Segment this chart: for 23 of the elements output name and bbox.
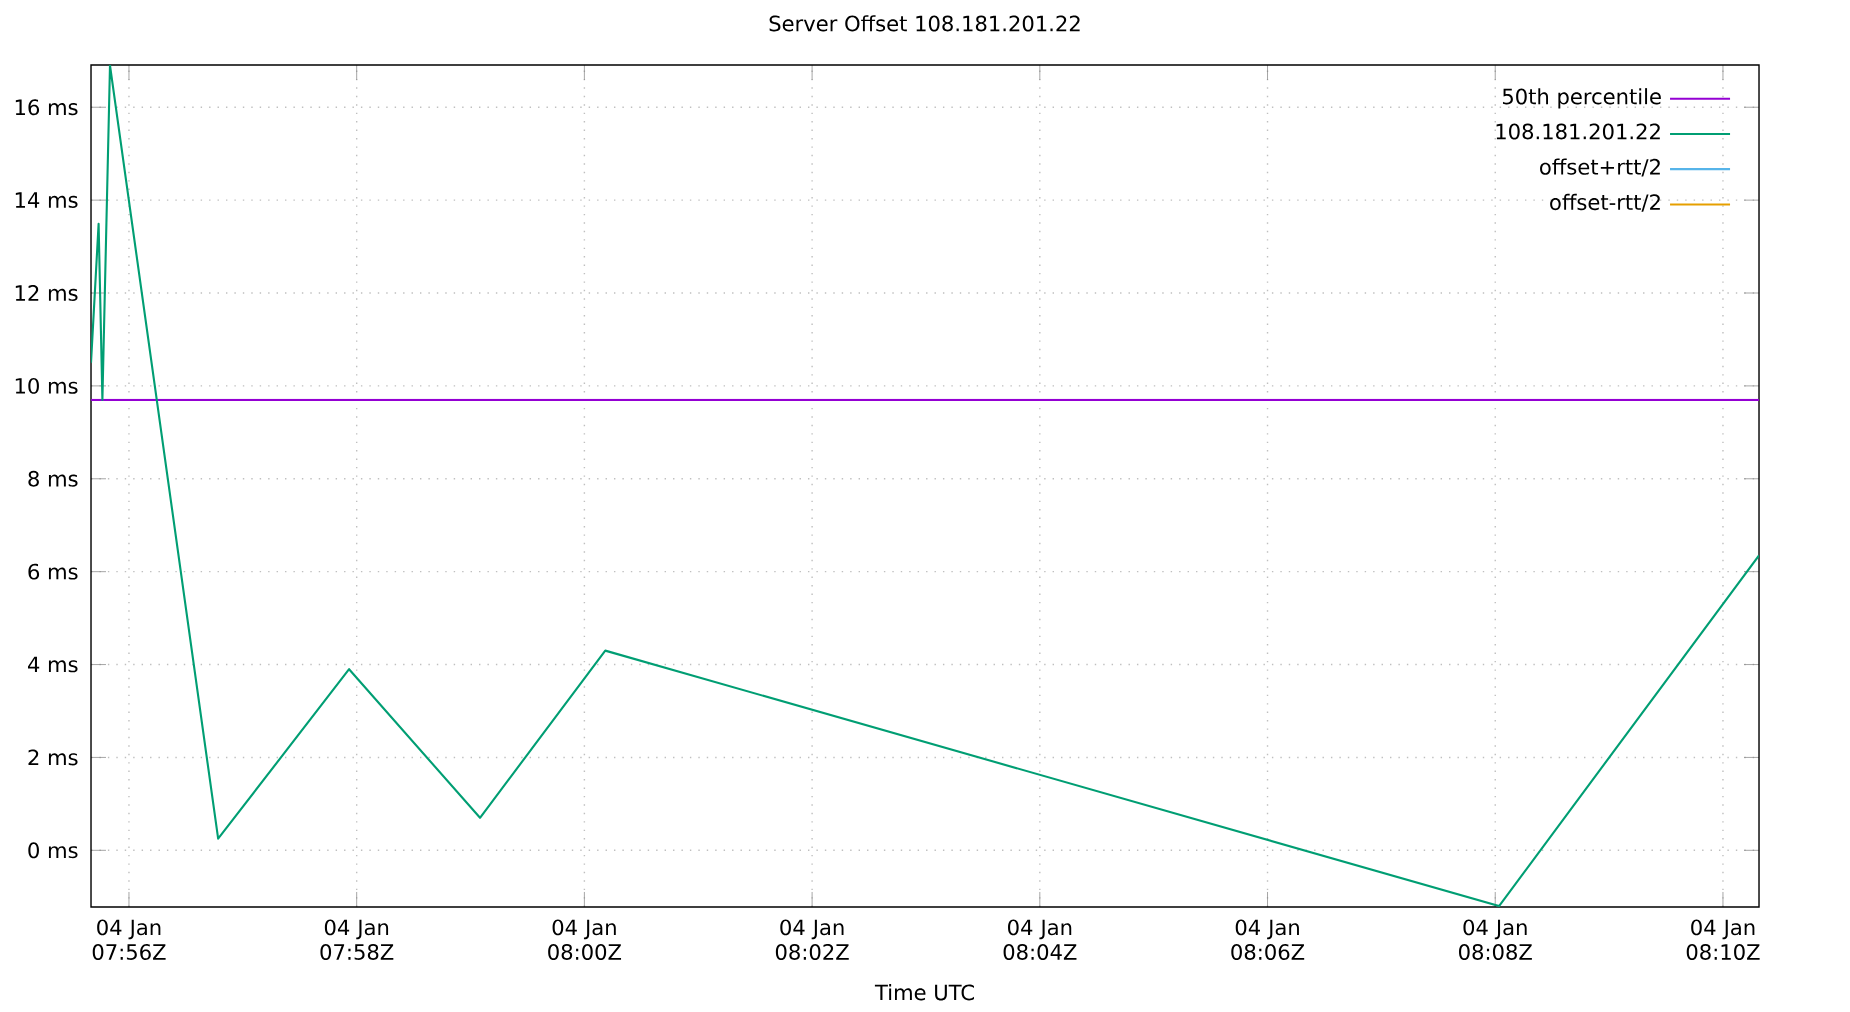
y-tick-label: 16 ms [15, 99, 78, 116]
x-tick-label: 04 Jan 08:06Z [1231, 919, 1305, 960]
x-tick-label: 04 Jan 08:02Z [775, 919, 849, 960]
x-tick-label: 04 Jan 08:10Z [1686, 919, 1760, 960]
legend-label: 108.181.201.22 [1496, 123, 1660, 140]
x-tick-label: 04 Jan 08:08Z [1459, 919, 1532, 960]
legend-label: 50th percentile [1502, 88, 1661, 109]
x-axis-title: Time UTC [874, 984, 974, 1001]
y-tick-label: 2 ms [28, 749, 78, 766]
legend-label: offset-rtt/2 [1550, 193, 1660, 212]
y-tick-label: 10 ms [15, 377, 78, 394]
y-tick-label: 8 ms [28, 470, 78, 487]
y-tick-label: 14 ms [15, 192, 78, 208]
y-tick-label: 4 ms [27, 656, 78, 673]
y-tick-label: 0 ms [28, 842, 78, 859]
legend-label: offset+rtt/2 [1540, 158, 1660, 177]
x-tick-label: 04 Jan 07:56Z [92, 919, 166, 960]
y-tick-label: 6 ms [28, 563, 78, 580]
x-tick-label: 04 Jan 08:04Z [1003, 919, 1077, 960]
chart-title: Server Offset 108.181.201.22 [769, 15, 1080, 32]
y-tick-label: 12 ms [15, 284, 78, 301]
x-tick-label: 04 Jan 08:00Z [548, 919, 622, 960]
x-tick-label: 04 Jan 07:58Z [320, 919, 394, 960]
